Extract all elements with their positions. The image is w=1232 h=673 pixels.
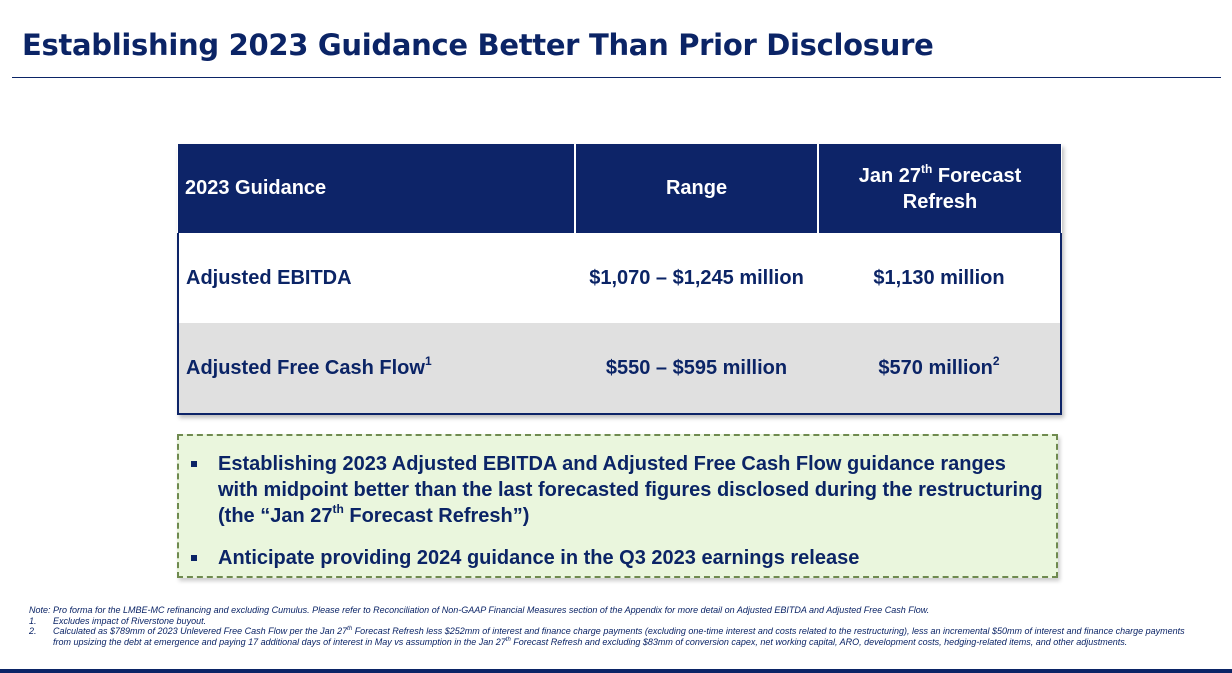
header-range: Range <box>575 144 819 233</box>
square-bullet-icon <box>191 461 197 467</box>
header-forecast-refresh: Jan 27th Forecast Refresh <box>818 144 1061 233</box>
table-row: Adjusted Free Cash Flow1 $550 – $595 mil… <box>177 323 1062 415</box>
row-refresh-text: $1,130 million <box>873 266 1005 289</box>
callout-list: Establishing 2023 Adjusted EBITDA and Ad… <box>185 451 1049 587</box>
footnote-2-text-c: Forecast Refresh and excluding $83mm of … <box>510 636 1128 647</box>
footnote-2-text-b: Forecast Refresh less $252mm of interest… <box>53 626 1185 647</box>
row-refresh: $570 million2 <box>818 323 1062 415</box>
footnote-1-text: Excludes impact of Riverstone buyout. <box>53 615 207 626</box>
table-row: Adjusted EBITDA $1,070 – $1,245 million … <box>177 233 1062 323</box>
header-forecast-refresh-sup: th <box>921 161 933 176</box>
header-forecast-refresh-post: Forecast Refresh <box>902 164 1022 213</box>
footnote-2-text-a: Calculated as $789mm of 2023 Unlevered F… <box>53 626 348 636</box>
callout-bullet-2: Anticipate providing 2024 guidance in th… <box>185 545 1049 571</box>
bottom-bar <box>0 669 1232 673</box>
callout-bullet-1-sup: th <box>332 502 344 516</box>
footnote-2-number: 2. <box>29 626 37 636</box>
row-label-sup: 1 <box>424 353 432 368</box>
row-label: Adjusted EBITDA <box>177 233 575 323</box>
footnote-2: 2. Calculated as $789mm of 2023 Unlevere… <box>29 626 1199 647</box>
row-range: $550 – $595 million <box>575 323 818 415</box>
row-refresh: $1,130 million <box>818 233 1062 323</box>
header-guidance: 2023 Guidance <box>178 144 576 233</box>
callout-bullet-2-text: Anticipate providing 2024 guidance in th… <box>218 547 860 569</box>
row-range: $1,070 – $1,245 million <box>575 233 818 323</box>
callout-box: Establishing 2023 Adjusted EBITDA and Ad… <box>177 434 1058 578</box>
row-refresh-sup: 2 <box>992 353 1000 368</box>
footnote-1: 1. Excludes impact of Riverstone buyout. <box>29 616 1199 627</box>
footnote-2-sup-1: th <box>347 626 353 632</box>
footnote-2-sup-2: th <box>505 636 511 643</box>
callout-bullet-1: Establishing 2023 Adjusted EBITDA and Ad… <box>185 451 1049 529</box>
table-header-row: 2023 Guidance Range Jan 27th Forecast Re… <box>178 144 1061 233</box>
square-bullet-icon <box>191 555 197 561</box>
row-label: Adjusted Free Cash Flow1 <box>177 323 575 415</box>
title-divider <box>12 77 1221 78</box>
guidance-table: 2023 Guidance Range Jan 27th Forecast Re… <box>177 144 1062 415</box>
row-label-text: Adjusted EBITDA <box>186 266 352 289</box>
footnote-note: Note: Pro forma for the LMBE-MC refinanc… <box>29 605 930 615</box>
callout-bullet-1-post: Forecast Refresh”) <box>343 505 530 527</box>
row-refresh-text: $570 million <box>878 356 993 379</box>
callout-bullet-1-pre: Establishing 2023 Adjusted EBITDA and Ad… <box>218 453 1043 527</box>
header-forecast-refresh-pre: Jan 27 <box>858 164 921 187</box>
page-title: Establishing 2023 Guidance Better Than P… <box>22 28 934 62</box>
footnotes: Note: Pro forma for the LMBE-MC refinanc… <box>29 605 1199 647</box>
row-label-text: Adjusted Free Cash Flow <box>186 356 425 379</box>
footnote-1-number: 1. <box>29 615 37 626</box>
